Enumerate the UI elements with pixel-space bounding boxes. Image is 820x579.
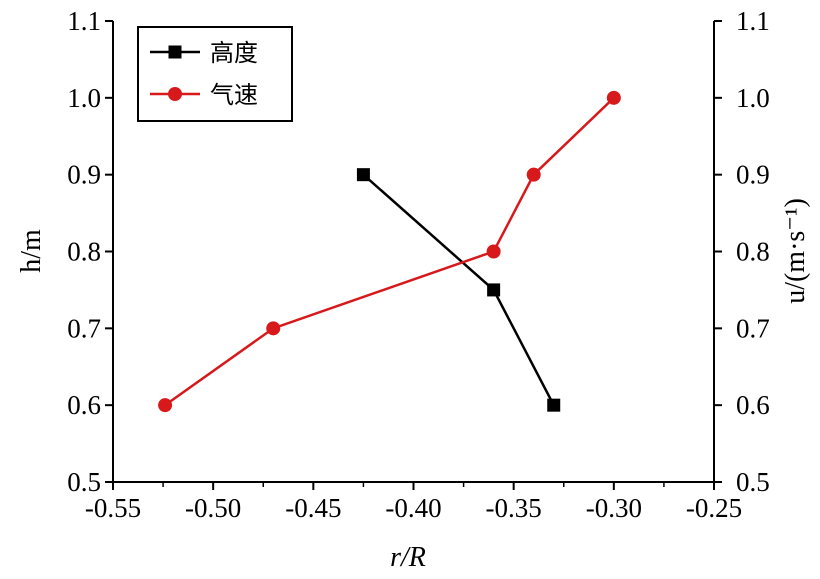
legend-marker — [168, 45, 182, 59]
data-point — [486, 244, 501, 259]
axis-titles: r/R h/m u/(m·s⁻¹) — [16, 198, 811, 573]
data-point — [606, 90, 621, 105]
y-axis-title-left: h/m — [16, 229, 47, 273]
y-tick-label-right: 0.5 — [736, 467, 770, 497]
y-tick-label-left: 0.9 — [67, 160, 101, 190]
axes: -0.55 -0.50 -0.45 -0.40 -0.35 -0.30 -0.250.5 0.… — [67, 6, 770, 523]
y-tick-label-left: 1.0 — [67, 83, 101, 113]
series-height — [356, 168, 561, 412]
y-tick-label-right: 1.0 — [736, 83, 770, 113]
x-tick-label: -0.40 — [385, 493, 441, 523]
data-point — [356, 168, 370, 182]
data-point — [158, 398, 173, 413]
y-tick-label-right: 0.7 — [736, 313, 770, 343]
x-tick-label: -0.25 — [686, 493, 742, 523]
x-tick-label: -0.35 — [486, 493, 542, 523]
data-point — [547, 398, 561, 412]
legend-marker — [168, 87, 182, 101]
y-tick-label-right: 1.1 — [736, 6, 770, 36]
data-point — [487, 283, 501, 297]
x-axis-title: r/R — [390, 542, 426, 573]
y-tick-label-right: 0.6 — [736, 390, 770, 420]
series-gas-velocity — [158, 90, 621, 413]
data-point — [266, 321, 281, 336]
y-tick-label-right: 0.9 — [736, 160, 770, 190]
y-tick-label-left: 0.6 — [67, 390, 101, 420]
y-tick-label-left: 0.8 — [67, 237, 101, 267]
y-axis-title-right: u/(m·s⁻¹) — [780, 198, 811, 304]
series-layer — [158, 90, 621, 413]
legend-label: 高度 — [210, 39, 258, 67]
legend-box — [137, 26, 293, 122]
series-line — [362, 173, 555, 406]
data-point — [526, 167, 541, 182]
x-tick-label: -0.55 — [85, 493, 141, 523]
y-tick-label-left: 0.5 — [67, 467, 101, 497]
x-tick-label: -0.50 — [185, 493, 241, 523]
legend-label: 气速 — [210, 81, 258, 109]
y-tick-label-left: 1.1 — [67, 6, 101, 36]
x-tick-label: -0.45 — [285, 493, 341, 523]
x-tick-label: -0.30 — [586, 493, 642, 523]
y-tick-label-right: 0.8 — [736, 237, 770, 267]
y-tick-label-left: 0.7 — [67, 313, 101, 343]
series-line — [164, 96, 615, 407]
